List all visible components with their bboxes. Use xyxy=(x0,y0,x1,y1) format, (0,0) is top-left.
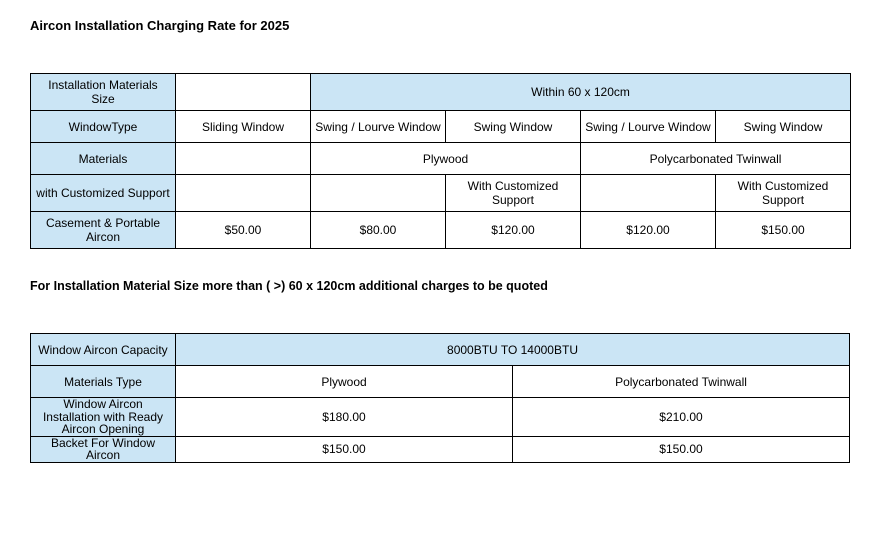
cell: Sliding Window xyxy=(176,111,311,143)
table-row: with Customized Support With Customized … xyxy=(31,175,851,212)
cell: Polycarbonated Twinwall xyxy=(581,143,851,175)
table-installation-rates: Installation Materials Size Within 60 x … xyxy=(30,73,851,249)
table-row: Casement & Portable Aircon $50.00 $80.00… xyxy=(31,212,851,249)
table-row: Window Aircon Installation with Ready Ai… xyxy=(31,398,850,437)
cell: With Customized Support xyxy=(716,175,851,212)
cell: $150.00 xyxy=(176,436,513,462)
cell: $150.00 xyxy=(513,436,850,462)
cell: With Customized Support xyxy=(446,175,581,212)
note-additional-charges: For Installation Material Size more than… xyxy=(30,279,850,293)
cell-empty xyxy=(176,175,311,212)
cell-label: Casement & Portable Aircon xyxy=(31,212,176,249)
cell-empty xyxy=(581,175,716,212)
cell-empty xyxy=(176,143,311,175)
page-title: Aircon Installation Charging Rate for 20… xyxy=(30,18,850,33)
cell-label: Installation Materials Size xyxy=(31,74,176,111)
cell: Plywood xyxy=(176,366,513,398)
cell: $150.00 xyxy=(716,212,851,249)
cell: $210.00 xyxy=(513,398,850,437)
cell-label: WindowType xyxy=(31,111,176,143)
cell: Swing Window xyxy=(446,111,581,143)
cell: $120.00 xyxy=(446,212,581,249)
cell-label: with Customized Support xyxy=(31,175,176,212)
table-row: Backet For Window Aircon $150.00 $150.00 xyxy=(31,436,850,462)
table-row: WindowType Sliding Window Swing / Lourve… xyxy=(31,111,851,143)
cell: Plywood xyxy=(311,143,581,175)
table-row: Materials Plywood Polycarbonated Twinwal… xyxy=(31,143,851,175)
table-window-aircon: Window Aircon Capacity 8000BTU TO 14000B… xyxy=(30,333,850,463)
cell-label: Window Aircon Installation with Ready Ai… xyxy=(31,398,176,437)
cell: 8000BTU TO 14000BTU xyxy=(176,334,850,366)
cell: Swing / Lourve Window xyxy=(581,111,716,143)
table-row: Installation Materials Size Within 60 x … xyxy=(31,74,851,111)
cell: $180.00 xyxy=(176,398,513,437)
cell-label: Backet For Window Aircon xyxy=(31,436,176,462)
cell-label: Materials xyxy=(31,143,176,175)
cell-empty xyxy=(311,175,446,212)
cell-empty xyxy=(176,74,311,111)
cell-size-span: Within 60 x 120cm xyxy=(311,74,851,111)
cell: $120.00 xyxy=(581,212,716,249)
cell: Swing / Lourve Window xyxy=(311,111,446,143)
table-row: Materials Type Plywood Polycarbonated Tw… xyxy=(31,366,850,398)
table-row: Window Aircon Capacity 8000BTU TO 14000B… xyxy=(31,334,850,366)
cell: $50.00 xyxy=(176,212,311,249)
cell-label: Window Aircon Capacity xyxy=(31,334,176,366)
cell: $80.00 xyxy=(311,212,446,249)
cell: Swing Window xyxy=(716,111,851,143)
cell-label: Materials Type xyxy=(31,366,176,398)
cell: Polycarbonated Twinwall xyxy=(513,366,850,398)
